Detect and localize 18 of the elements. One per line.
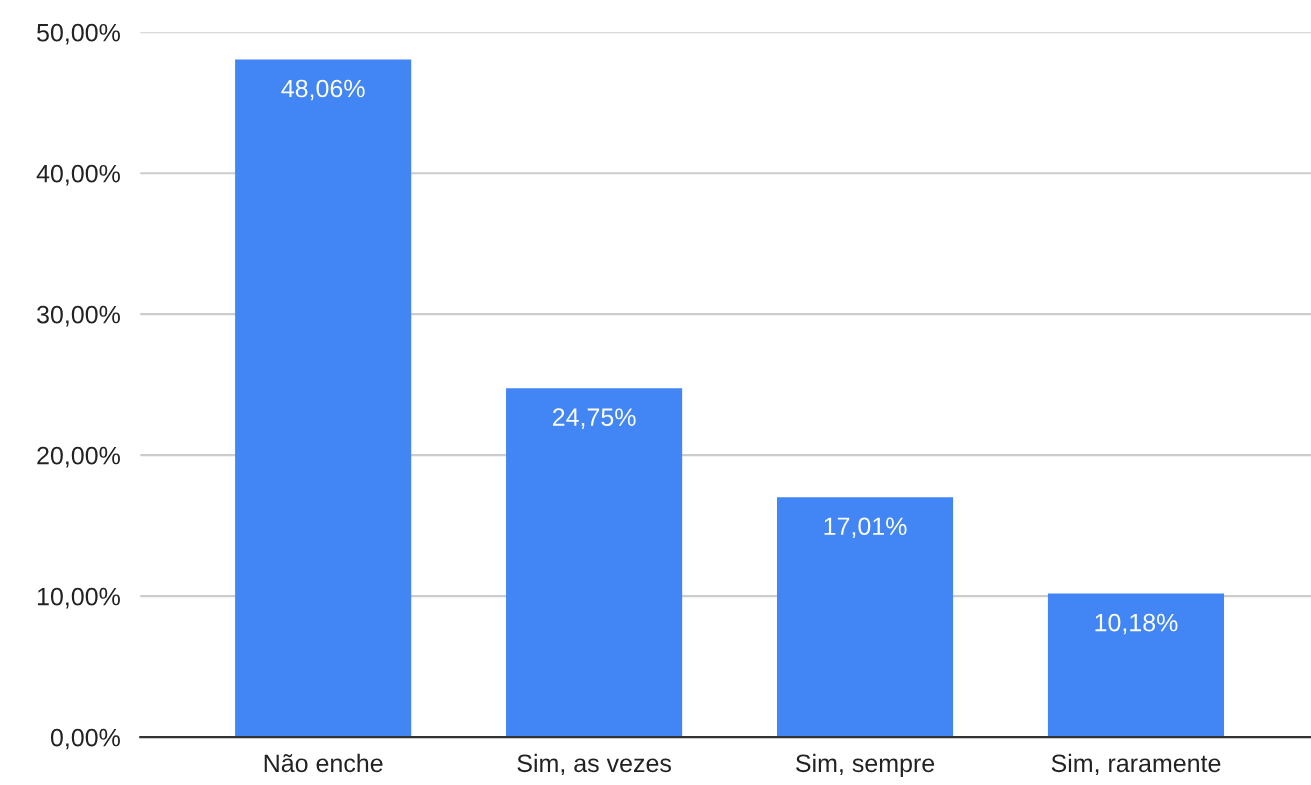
y-tick-label: 10,00% [37, 587, 120, 609]
y-tick-label: 30,00% [37, 305, 120, 327]
data-label: 10,18% [1095, 613, 1178, 635]
data-label: 24,75% [552, 408, 636, 429]
data-label: 17,01% [824, 517, 907, 539]
y-tick-label: 50,00% [37, 23, 120, 45]
bar [235, 59, 412, 738]
bar [776, 497, 954, 738]
x-tick-label: Não enche [264, 753, 383, 773]
x-tick-label: Sim, raramente [1051, 753, 1221, 776]
y-tick-label: 0,00% [50, 728, 120, 750]
bar [506, 388, 683, 738]
y-tick-label: 40,00% [36, 164, 120, 186]
data-label: 48,06% [281, 79, 365, 101]
x-tick-label: Sim, as vezes [517, 753, 671, 776]
x-tick-label: Sim, sempre [796, 753, 935, 778]
y-tick-label: 20,00% [37, 446, 120, 468]
bar [1047, 593, 1225, 738]
